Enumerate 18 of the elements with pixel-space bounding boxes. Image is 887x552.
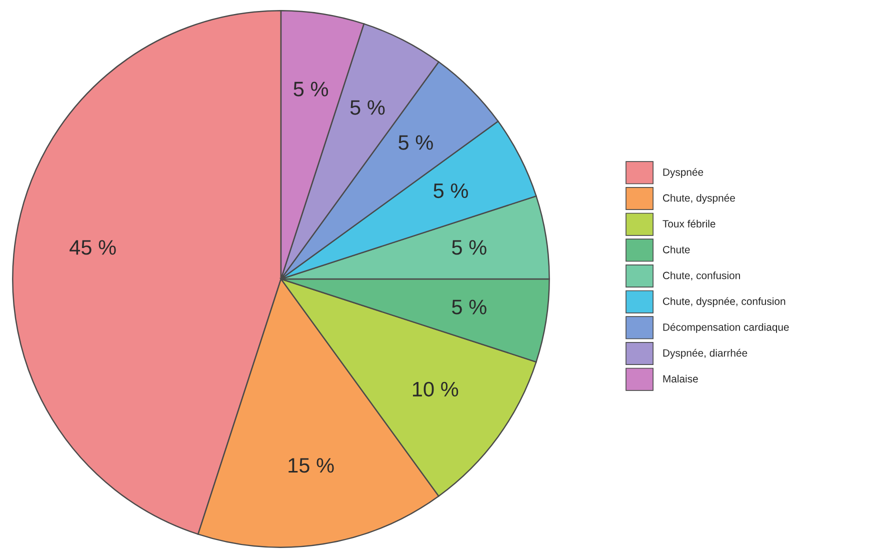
data-label: 5 % [350,100,385,115]
legend-label: Dyspnée, diarrhée [663,348,748,359]
legend-label: Toux fébrile [662,220,716,228]
data-label: 45 % [70,240,116,255]
data-label: 5 % [434,183,468,198]
data-label: 5 % [294,82,328,96]
data-label: 15 % [288,458,334,473]
data-label: 5 % [452,240,486,255]
data-label: 10 % [412,382,458,397]
legend-label: Chute, dyspnée [662,194,735,204]
legend-label: Chute, dyspnée, confusion [662,297,786,308]
data-label: 5 % [452,300,486,314]
legend-label: Décompensation cardiaque [663,323,789,333]
legend-label: Chute, confusion [662,272,740,280]
data-label: 5 % [398,135,433,150]
legend-label: Malaise [663,374,698,383]
legend-label: Chute [662,246,690,254]
legend-label: Dyspnée [663,168,704,178]
